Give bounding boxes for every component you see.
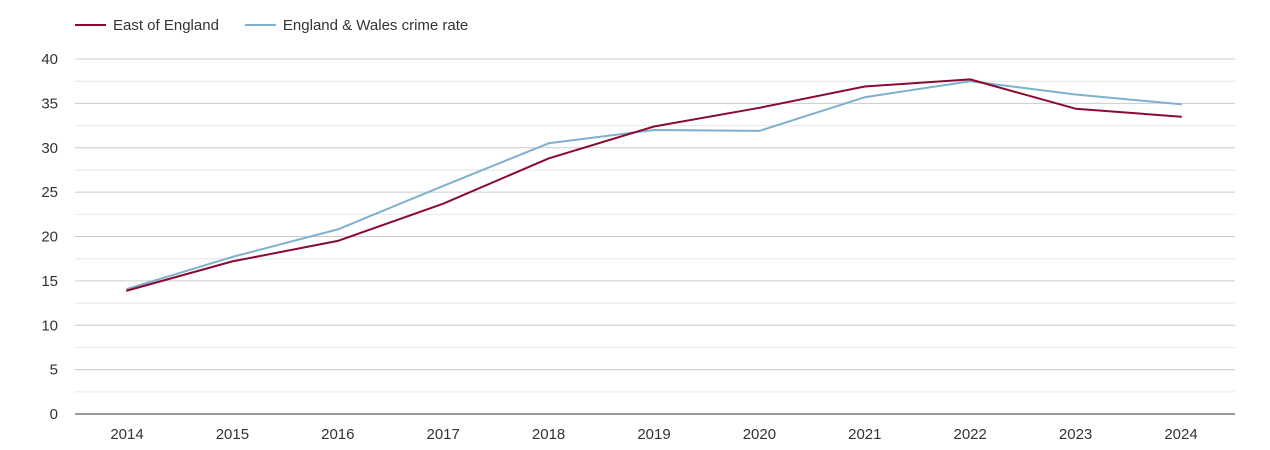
- y-tick-label: 40: [41, 51, 58, 68]
- y-tick-label: 10: [41, 317, 58, 334]
- x-tick-label: 2024: [1164, 426, 1197, 443]
- legend-item-1: East of England: [75, 17, 219, 34]
- x-tick-label: 2015: [216, 426, 249, 443]
- x-tick-label: 2020: [743, 426, 776, 443]
- chart-legend: East of England England & Wales crime rat…: [75, 17, 468, 34]
- series-line-1: [126, 78, 1182, 292]
- x-axis-tick-labels: 2014 2015 2016 2017 2018 2019 2020 2021 2022 2023…: [110, 426, 1197, 443]
- x-tick-label: 2021: [848, 426, 881, 443]
- x-tick-label: 2023: [1059, 426, 1092, 443]
- y-tick-label: 15: [41, 273, 58, 290]
- series-line-2: [126, 80, 1182, 290]
- y-tick-label: 25: [41, 184, 58, 201]
- x-tick-label: 2014: [110, 426, 143, 443]
- x-tick-label: 2018: [532, 426, 565, 443]
- x-tick-label: 2016: [321, 426, 354, 443]
- legend-label: East of England: [113, 17, 219, 34]
- x-tick-label: 2019: [637, 426, 670, 443]
- chart-series: [126, 78, 1182, 292]
- x-tick-label: 2022: [954, 426, 987, 443]
- y-tick-label: 35: [41, 95, 58, 112]
- legend-label: England & Wales crime rate: [283, 17, 468, 34]
- y-tick-label: 30: [41, 140, 58, 157]
- x-tick-label: 2017: [427, 426, 460, 443]
- y-axis-tick-labels: 0 5 10 15 20 25 30 35 40: [41, 51, 58, 423]
- y-tick-label: 20: [41, 229, 58, 246]
- y-tick-label: 0: [50, 406, 58, 423]
- legend-item-2: England & Wales crime rate: [244, 17, 468, 34]
- chart-gridlines: [75, 58, 1235, 393]
- y-tick-label: 5: [50, 362, 58, 379]
